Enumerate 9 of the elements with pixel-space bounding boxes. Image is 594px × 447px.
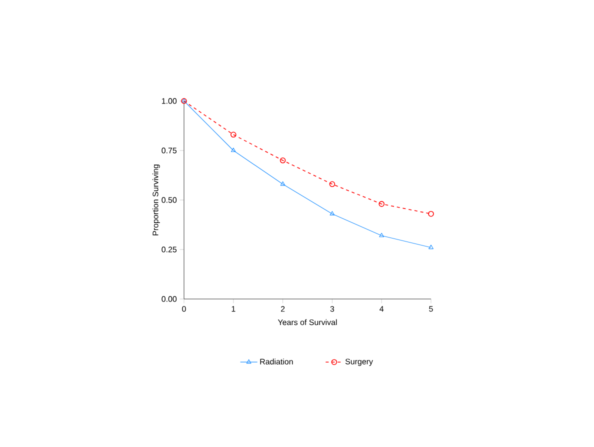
point [230,148,236,152]
point [280,158,286,164]
point [230,132,236,138]
point [378,201,384,207]
point [428,210,434,217]
point [329,181,336,188]
point [379,232,384,238]
point [330,211,335,216]
point [280,181,286,186]
